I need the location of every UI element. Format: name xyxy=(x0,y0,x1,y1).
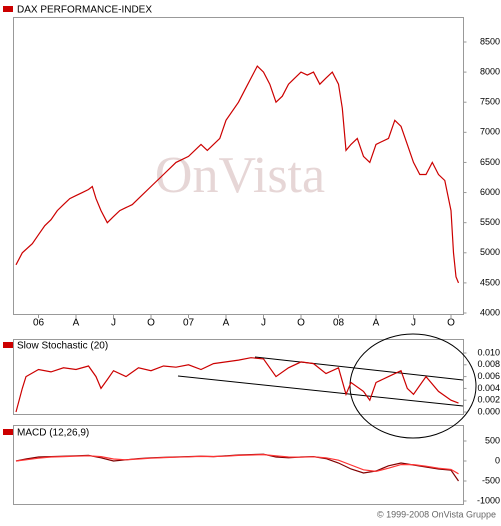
x-tick-label: O xyxy=(147,318,155,329)
x-tick-label: 06 xyxy=(33,318,45,329)
x-tick-label: O xyxy=(297,318,305,329)
trend-line xyxy=(177,375,464,407)
x-tick-label: O xyxy=(447,318,455,329)
x-tick-label: 07 xyxy=(183,318,195,329)
x-tick-label: J xyxy=(111,318,116,329)
series-line xyxy=(15,453,459,475)
watermark: OnVista xyxy=(155,147,325,204)
y-tick-label: 8500 xyxy=(480,36,500,46)
y-tick-label: 0 xyxy=(495,455,500,465)
y-tick-label: 7000 xyxy=(480,127,500,137)
price-frame xyxy=(13,17,464,315)
x-tick-label: A xyxy=(223,318,230,329)
y-tick-label: 0.002 xyxy=(477,395,500,405)
x-tick-label: J xyxy=(261,318,266,329)
y-tick-label: 0.000 xyxy=(477,406,500,416)
y-tick-label: 0.006 xyxy=(477,371,500,381)
series-line xyxy=(15,357,459,413)
legend-swatch xyxy=(3,429,13,435)
y-tick-label: 7500 xyxy=(480,97,500,107)
legend-swatch xyxy=(3,6,13,12)
trend-line xyxy=(254,356,464,381)
y-tick-label: 0.004 xyxy=(477,383,500,393)
y-tick-label: 4000 xyxy=(480,307,500,317)
footer: © 1999-2008 OnVista Gruppe xyxy=(377,509,496,519)
x-tick-label: 08 xyxy=(333,318,345,329)
y-tick-label: 4500 xyxy=(480,277,500,287)
y-tick-label: 5500 xyxy=(480,217,500,227)
y-tick-label: 6500 xyxy=(480,157,500,167)
macd-frame xyxy=(13,425,464,505)
x-tick-label: A xyxy=(373,318,380,329)
y-tick-label: 5000 xyxy=(480,247,500,257)
x-tick-label: A xyxy=(73,318,80,329)
chart-title: MACD (12,26,9) xyxy=(17,428,89,439)
y-tick-label: 6000 xyxy=(480,187,500,197)
chart-title: Slow Stochastic (20) xyxy=(17,341,108,352)
y-tick-label: -1000 xyxy=(477,495,500,505)
chart-title: DAX PERFORMANCE-INDEX xyxy=(17,5,152,16)
y-tick-label: 0.010 xyxy=(477,347,500,357)
y-tick-label: 0.008 xyxy=(477,359,500,369)
y-tick-label: -500 xyxy=(482,475,500,485)
series-line xyxy=(15,65,460,284)
y-tick-label: 500 xyxy=(485,435,500,445)
legend-swatch xyxy=(3,342,13,348)
x-tick-label: J xyxy=(411,318,416,329)
highlight-ellipse xyxy=(349,333,477,439)
y-tick-label: 8000 xyxy=(480,66,500,76)
